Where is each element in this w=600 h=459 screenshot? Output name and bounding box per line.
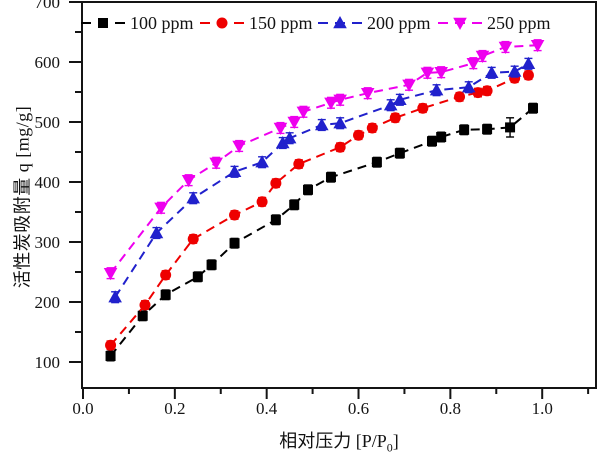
legend-item-150-ppm: 150 ppm: [200, 13, 313, 33]
y-tick-label: 600: [35, 53, 61, 72]
y-tick-label: 300: [35, 233, 61, 252]
legend-item-100-ppm: 100 ppm: [81, 13, 194, 33]
series-250-ppm: [103, 39, 545, 281]
x-tick-label: 0.6: [348, 399, 369, 418]
y-axis: 100 200 300 400 500 600 700: [35, 0, 82, 372]
series-150-ppm: [105, 69, 534, 351]
y-tick-label: 100: [35, 353, 61, 372]
y-tick-label: 200: [35, 293, 61, 312]
legend-item-250-ppm: 250 ppm: [438, 13, 551, 33]
legend-item-200-ppm: 200 ppm: [318, 13, 431, 33]
legend-label: 150 ppm: [249, 13, 313, 33]
x-tick-label: 1.0: [532, 399, 553, 418]
x-tick-label: 0.0: [72, 399, 93, 418]
y-tick-label: 700: [35, 0, 61, 12]
y-tick-label: 500: [35, 113, 61, 132]
y-tick-label: 400: [35, 173, 61, 192]
x-tick-label: 0.8: [440, 399, 461, 418]
x-tick-label: 0.4: [256, 399, 278, 418]
series-200-ppm: [108, 56, 536, 304]
plot-frame: [81, 1, 597, 389]
legend: 100 ppm 150 ppm 200 ppm 250 ppm: [81, 13, 551, 33]
x-axis: 0.0 0.2 0.4 0.6 0.8 1.0: [72, 388, 590, 418]
legend-label: 250 ppm: [487, 13, 551, 33]
x-tick-label: 0.2: [164, 399, 185, 418]
legend-label: 100 ppm: [130, 13, 194, 33]
legend-label: 200 ppm: [367, 13, 431, 33]
series-100-ppm: [105, 102, 539, 362]
